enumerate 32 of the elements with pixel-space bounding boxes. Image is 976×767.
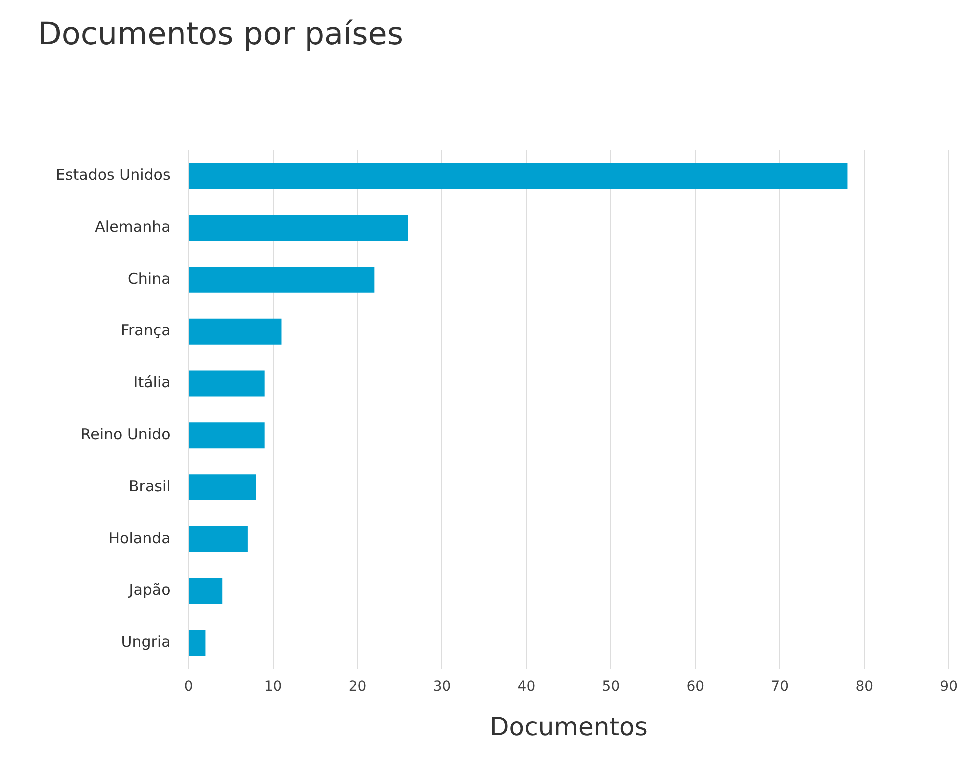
x-tick-label: 20 <box>348 679 367 696</box>
x-tick-label: 80 <box>856 679 874 696</box>
x-tick-label: 70 <box>771 679 790 696</box>
y-tick-label: Brasil <box>129 477 171 496</box>
bar <box>189 163 848 190</box>
bar <box>189 422 265 449</box>
y-tick-label: Japão <box>128 581 171 600</box>
y-tick-label: China <box>128 270 171 288</box>
bar <box>189 630 206 656</box>
bar <box>189 370 265 397</box>
y-tick-label: Reino Unido <box>80 426 171 444</box>
y-tick-label: Alemanha <box>95 218 171 236</box>
x-tick-label: 30 <box>433 679 452 696</box>
y-tick-label: Estados Unidos <box>56 166 171 184</box>
y-tick-label: Ungria <box>121 633 171 652</box>
x-tick-label: 90 <box>940 679 958 696</box>
y-tick-label: França <box>120 322 171 340</box>
y-tick-label: Itália <box>134 374 171 392</box>
bar <box>189 578 223 604</box>
bar <box>189 266 375 293</box>
x-tick-label: 0 <box>184 679 194 696</box>
bar <box>189 318 282 345</box>
x-tick-label: 10 <box>264 679 282 696</box>
bar <box>189 474 256 501</box>
y-tick-label: Holanda <box>108 529 171 548</box>
x-tick-label: 40 <box>518 679 536 696</box>
bar <box>189 526 248 552</box>
x-axis-title: Documentos <box>490 712 648 742</box>
x-tick-label: 50 <box>602 679 620 696</box>
x-tick-label: 60 <box>686 679 705 696</box>
bar <box>189 215 408 242</box>
chart-title: Documentos por países <box>38 16 404 53</box>
